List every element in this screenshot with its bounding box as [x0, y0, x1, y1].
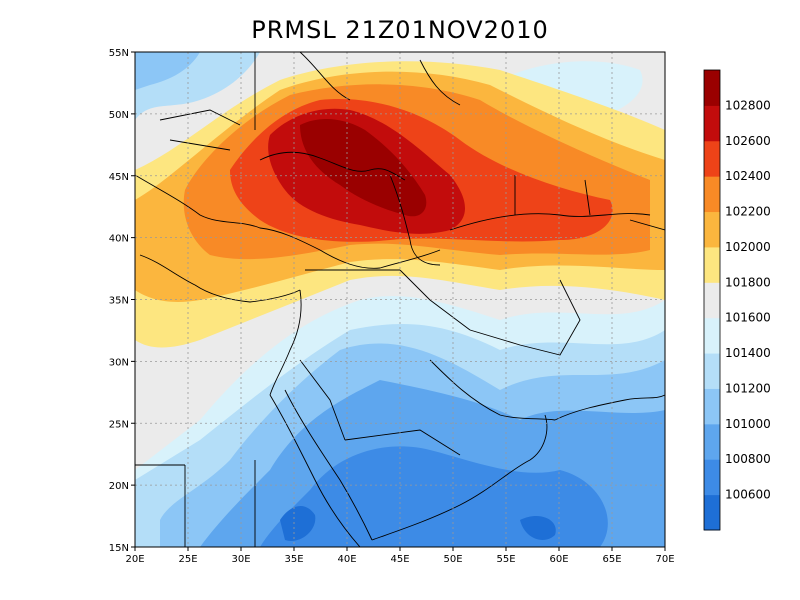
colorbar-segment: [704, 211, 720, 248]
x-tick-label: 45E: [390, 554, 409, 565]
colorbar-segment: [704, 494, 720, 531]
x-tick-label: 20E: [125, 554, 144, 565]
x-tick-label: 40E: [337, 554, 356, 565]
colorbar-segment: [704, 388, 720, 425]
colorbar-label: 101000: [725, 417, 771, 431]
colorbar-segment: [704, 70, 720, 106]
colorbar-frame: [703, 69, 721, 531]
x-tick-label: 70E: [655, 554, 674, 565]
colorbar-label: 100800: [725, 452, 771, 466]
y-tick-label: 55N: [109, 48, 129, 59]
colorbar-label: 100600: [725, 488, 771, 502]
colorbar-segment: [704, 246, 720, 283]
y-tick-label: 20N: [109, 481, 129, 492]
colorbar-label: 102400: [725, 169, 771, 183]
colorbar-segment: [704, 176, 720, 213]
colorbar-label: 102200: [725, 205, 771, 219]
grid-lines: [135, 52, 665, 547]
colorbar-label: 101200: [725, 381, 771, 395]
map-title: PRMSL 21Z01NOV2010: [251, 16, 549, 44]
x-axis-ticks: 20E 25E 30E 35E 40E 45E 50E 55E 60E 65E 70E: [125, 547, 675, 565]
colorbar-segment: [704, 353, 720, 389]
colorbar-label: 102600: [725, 134, 771, 148]
colorbar-segment: [704, 105, 720, 142]
colorbar-label: 102800: [725, 98, 771, 112]
y-tick-label: 45N: [109, 172, 129, 183]
y-tick-label: 25N: [109, 419, 129, 430]
y-tick-label: 35N: [109, 296, 129, 307]
x-tick-label: 50E: [443, 554, 462, 565]
colorbar-segment: [704, 459, 720, 496]
colorbar-segment: [704, 140, 720, 177]
y-tick-label: 30N: [109, 357, 129, 368]
colorbar-label: 102000: [725, 240, 771, 254]
colorbar-segment: [704, 282, 720, 319]
y-axis-ticks: 15N 20N 25N 30N 35N 40N 45N 50N 55N: [109, 48, 135, 554]
x-tick-label: 55E: [496, 554, 515, 565]
x-tick-label: 35E: [284, 554, 303, 565]
x-tick-label: 65E: [602, 554, 621, 565]
colorbar-label: 101600: [725, 311, 771, 325]
x-tick-label: 30E: [231, 554, 250, 565]
x-tick-label: 25E: [178, 554, 197, 565]
y-tick-label: 50N: [109, 110, 129, 121]
x-tick-label: 60E: [549, 554, 568, 565]
colorbar-segment: [704, 423, 720, 460]
colorbar: 100600 100800 101000 101200 101400 101600 1018…: [703, 69, 771, 531]
colorbar-label: 101800: [725, 275, 771, 289]
colorbar-segment: [704, 317, 720, 354]
colorbar-label: 101400: [725, 346, 771, 360]
y-tick-label: 40N: [109, 234, 129, 245]
y-tick-label: 15N: [109, 543, 129, 554]
